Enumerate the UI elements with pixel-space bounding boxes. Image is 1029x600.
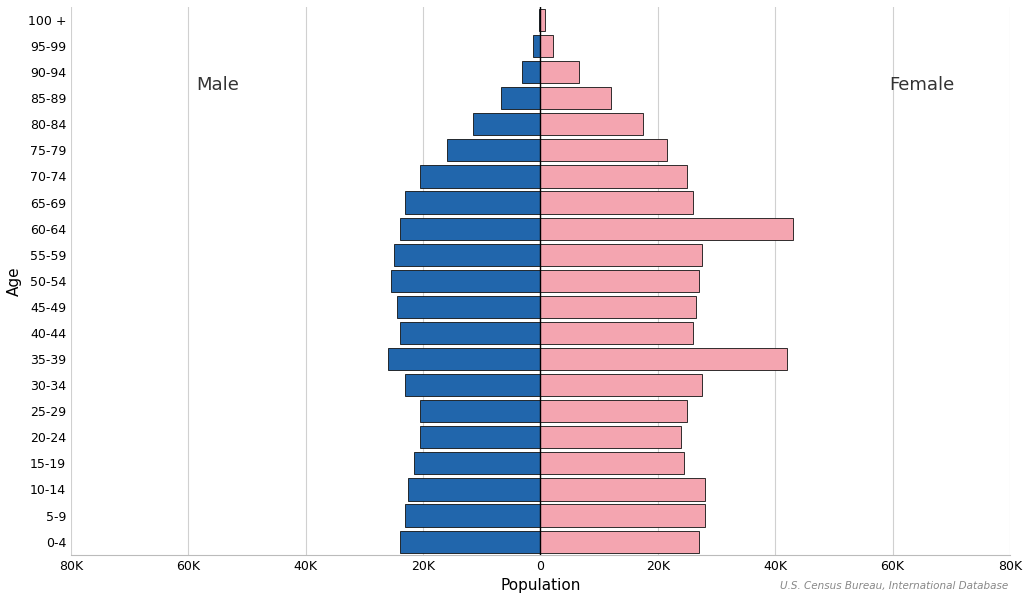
Bar xyxy=(396,296,540,318)
Text: Male: Male xyxy=(197,76,239,94)
Bar xyxy=(399,530,540,553)
Bar xyxy=(540,9,544,31)
Bar xyxy=(540,244,702,266)
Text: U.S. Census Bureau, International Database: U.S. Census Bureau, International Databa… xyxy=(780,581,1008,591)
Bar xyxy=(388,348,540,370)
Bar xyxy=(500,87,540,109)
Bar xyxy=(420,400,540,422)
Text: Female: Female xyxy=(889,76,955,94)
X-axis label: Population: Population xyxy=(500,578,580,593)
Bar xyxy=(405,191,540,214)
Y-axis label: Age: Age xyxy=(7,266,22,296)
Bar xyxy=(420,426,540,448)
Bar xyxy=(399,218,540,240)
Bar xyxy=(391,270,540,292)
Bar xyxy=(447,139,540,161)
Bar xyxy=(540,87,611,109)
Bar xyxy=(473,113,540,136)
Bar xyxy=(540,452,684,475)
Bar xyxy=(540,166,687,188)
Bar xyxy=(540,113,643,136)
Bar xyxy=(540,348,787,370)
Bar xyxy=(415,452,540,475)
Bar xyxy=(540,296,696,318)
Bar xyxy=(540,139,667,161)
Bar xyxy=(399,322,540,344)
Bar xyxy=(405,374,540,396)
Bar xyxy=(394,244,540,266)
Bar xyxy=(540,505,705,527)
Bar xyxy=(540,478,705,500)
Bar xyxy=(540,61,578,83)
Bar xyxy=(533,35,540,57)
Bar xyxy=(540,400,687,422)
Bar xyxy=(522,61,540,83)
Bar xyxy=(540,530,699,553)
Bar xyxy=(540,270,699,292)
Bar xyxy=(540,191,694,214)
Bar xyxy=(540,218,792,240)
Bar xyxy=(409,478,540,500)
Bar xyxy=(540,426,681,448)
Bar xyxy=(540,35,554,57)
Bar xyxy=(538,9,540,31)
Bar xyxy=(540,322,694,344)
Bar xyxy=(405,505,540,527)
Bar xyxy=(420,166,540,188)
Bar xyxy=(540,374,702,396)
